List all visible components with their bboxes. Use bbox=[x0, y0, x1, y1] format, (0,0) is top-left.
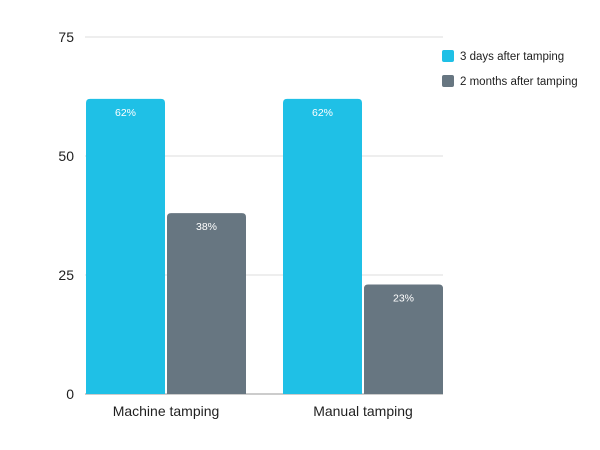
legend: 3 days after tamping 2 months after tampi… bbox=[442, 50, 578, 88]
bar bbox=[283, 98, 362, 394]
bar bbox=[167, 213, 246, 394]
bar-value-label: 38% bbox=[196, 221, 217, 233]
legend-label: 3 days after tamping bbox=[460, 51, 564, 63]
legend-swatch bbox=[442, 50, 454, 62]
bars bbox=[86, 98, 443, 394]
data-labels: 62% 38% 62% 23% bbox=[115, 107, 414, 305]
bar-value-label: 23% bbox=[393, 293, 414, 305]
x-axis-categories: Machine tamping Manual tamping bbox=[113, 403, 413, 419]
bar bbox=[86, 98, 165, 394]
legend-label: 2 months after tamping bbox=[460, 76, 578, 88]
legend-swatch bbox=[442, 75, 454, 87]
y-tick-label: 50 bbox=[58, 148, 74, 164]
y-tick-label: 75 bbox=[58, 29, 74, 45]
bar bbox=[364, 284, 443, 394]
bar-value-label: 62% bbox=[115, 107, 136, 119]
bar-value-label: 62% bbox=[312, 107, 333, 119]
x-category-label: Machine tamping bbox=[113, 403, 220, 419]
y-tick-label: 25 bbox=[58, 267, 74, 283]
y-tick-label: 0 bbox=[66, 386, 74, 402]
y-axis-ticks: 0 25 50 75 bbox=[58, 29, 74, 402]
x-category-label: Manual tamping bbox=[313, 403, 413, 419]
